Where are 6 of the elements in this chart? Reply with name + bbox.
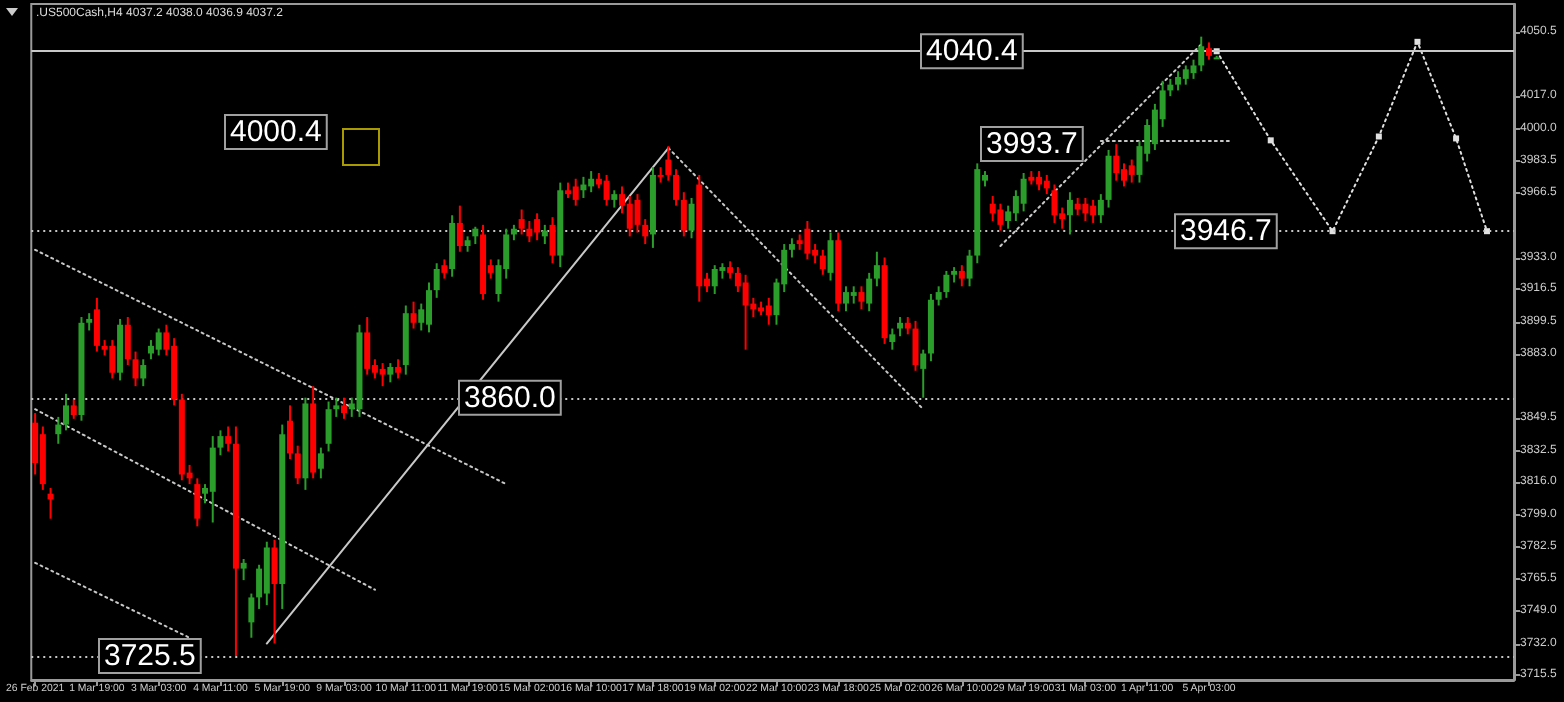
ref-line-label: 4040.4	[926, 34, 1018, 69]
annotation: 4000.4	[230, 115, 322, 149]
ref-line-label: 3725.5	[104, 638, 196, 673]
annotation: 3993.7	[986, 127, 1078, 161]
ref-line-label: 3946.7	[1180, 214, 1272, 249]
ref-line-label: 3860.0	[464, 380, 556, 415]
